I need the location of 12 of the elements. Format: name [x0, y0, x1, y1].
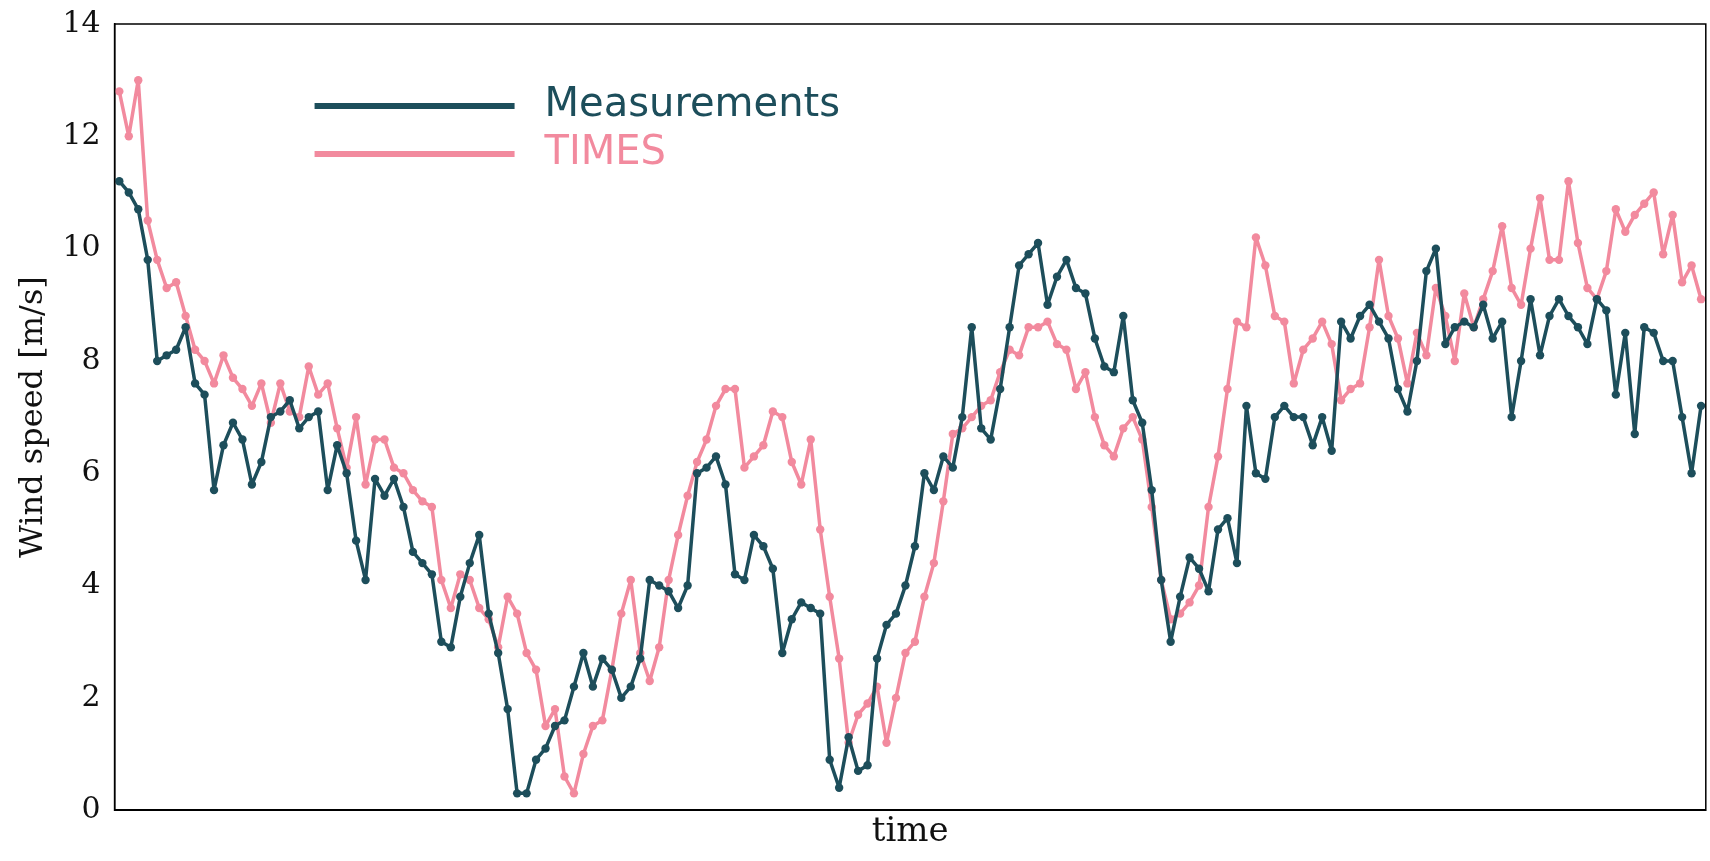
y-tick-label: 4	[81, 565, 101, 601]
y-tick-label: 8	[81, 340, 101, 376]
x-axis-title: time	[871, 809, 949, 850]
text: Measurements	[544, 79, 841, 126]
y-axis-title: Wind speed [m/s]	[11, 276, 50, 558]
text: TIMES	[543, 127, 666, 174]
y-tick-label: 12	[62, 116, 101, 152]
y-tick-label: 6	[81, 453, 101, 489]
y-tick-label: 10	[62, 228, 101, 264]
y-tick-label: 0	[81, 790, 101, 825]
y-tick-label: 14	[62, 3, 101, 39]
y-tick-label: 2	[81, 677, 101, 713]
